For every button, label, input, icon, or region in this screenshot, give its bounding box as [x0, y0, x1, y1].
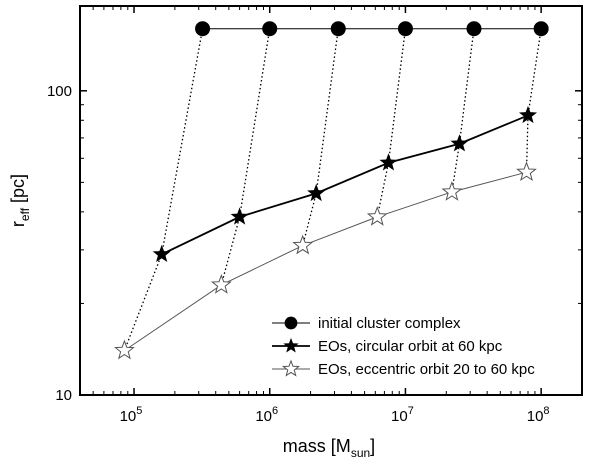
series-0-point-0: [195, 21, 211, 37]
x-tick-label-0: 105: [120, 405, 143, 425]
x-tick-label-base: 10: [527, 408, 544, 425]
legend-marker-2: [281, 359, 301, 377]
series-1-point-0: [152, 244, 171, 263]
y-tick-label-0: 10: [55, 387, 72, 404]
x-axis-title: mass [Msun]: [283, 436, 375, 460]
series-0-point-3: [397, 21, 413, 37]
connector-line-1: [220, 28, 271, 286]
x-tick-label-exponent: 7: [408, 405, 414, 417]
data-markers: [114, 21, 549, 360]
x-axis-title-sub: sun: [351, 446, 370, 460]
x-axis-title-main: mass [M: [283, 436, 351, 456]
connector-line-0: [123, 28, 204, 351]
series-line-1: [161, 114, 529, 256]
series-2-point-2: [292, 234, 314, 255]
series-1-point-3: [379, 153, 398, 171]
connector-line-4: [451, 28, 475, 193]
y-axis-title-main: r: [8, 221, 28, 227]
legend-label-1: EOs, circular orbit at 60 kpc: [318, 338, 503, 355]
connector-lines: [123, 28, 542, 351]
x-tick-label-exponent: 8: [543, 405, 549, 417]
series-lines: [124, 28, 542, 351]
series-1-point-5: [518, 105, 538, 124]
series-0-point-1: [262, 21, 278, 37]
y-axis-title-end: [pc]: [8, 174, 28, 208]
series-2-point-3: [366, 205, 388, 226]
y-tick-label-1: 100: [47, 83, 72, 100]
legend-label-0: initial cluster complex: [318, 315, 461, 332]
series-0-point-4: [466, 21, 482, 37]
plot-frame: [79, 5, 583, 396]
legend-marker-1: [283, 337, 299, 353]
x-tick-label-base: 10: [120, 408, 137, 425]
legend-label-2: EOs, eccentric orbit 20 to 60 kpc: [318, 361, 535, 378]
connector-line-3: [376, 28, 407, 218]
connector-line-2: [302, 28, 339, 246]
x-tick-label-2: 107: [391, 405, 414, 425]
legend: initial cluster complex EOs, circular orb…: [272, 315, 535, 378]
series-2-point-5: [516, 161, 537, 182]
x-tick-label-3: 108: [527, 405, 550, 425]
series-line-2: [124, 171, 527, 351]
y-axis-title: reff [pc]: [8, 174, 32, 227]
series-2-point-0: [114, 339, 135, 360]
x-tick-label-base: 10: [255, 408, 272, 425]
legend-marker-0: [284, 316, 298, 330]
series-1-point-2: [307, 183, 326, 202]
series-2-point-1: [210, 274, 232, 294]
x-tick-label-exponent: 6: [272, 405, 278, 417]
x-tick-label-exponent: 5: [136, 405, 142, 417]
x-axis-title-end: ]: [370, 436, 375, 456]
series-0-point-2: [330, 21, 346, 37]
y-axis-title-sub: eff: [18, 207, 32, 221]
series-1-point-4: [450, 134, 469, 152]
series-1-point-1: [230, 207, 249, 225]
series-2-point-4: [441, 181, 463, 201]
axis-ticks: [79, 6, 583, 396]
series-0-point-5: [533, 21, 549, 37]
x-tick-label-base: 10: [391, 408, 408, 425]
connector-line-5: [525, 28, 542, 173]
x-tick-label-1: 106: [255, 405, 278, 425]
